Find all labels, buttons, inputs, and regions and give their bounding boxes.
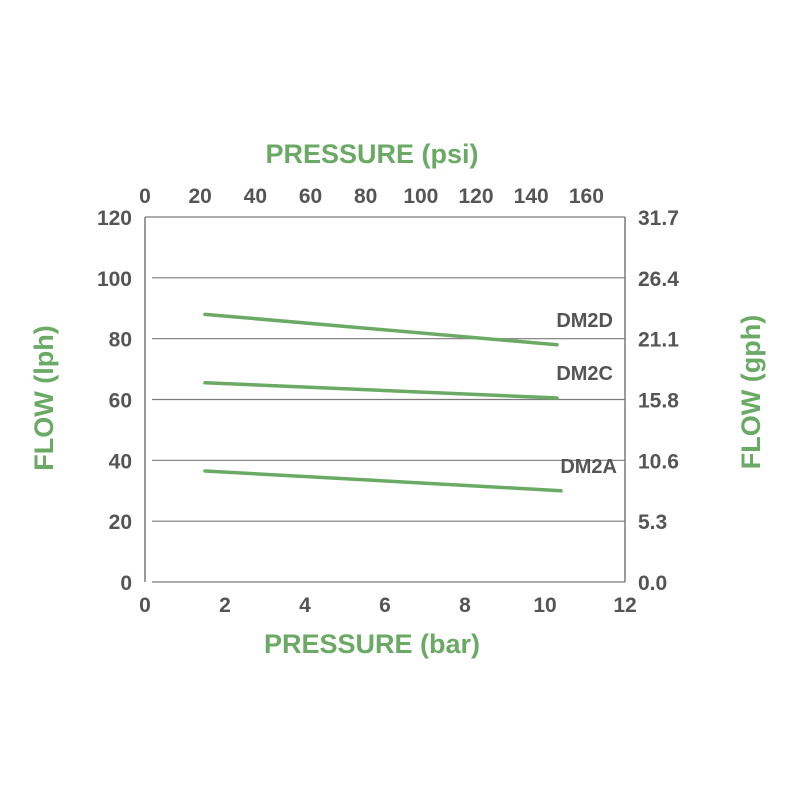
right-axis-title: FLOW (gph) [736,315,766,469]
top-tick-label: 100 [403,185,438,208]
series-lines: DM2D DM2C DM2A [203,310,617,493]
top-tick-label: 160 [569,185,604,208]
grid-lines [152,277,625,583]
series-label-dm2d: DM2D [556,310,613,332]
bottom-tick-label: 4 [299,594,311,617]
plot-frame [144,216,626,582]
top-tick-label: 20 [188,185,211,208]
right-tick-label: 10.6 [638,450,679,473]
top-tick-label: 120 [459,185,494,208]
bottom-tick-label: 10 [533,594,556,617]
series-line-dm2a [203,469,563,493]
bottom-tick-label: 12 [613,594,636,617]
left-tick-label: 0 [120,572,132,595]
series-line-dm2d [203,312,559,347]
top-axis-title: PRESSURE (psi) [265,139,478,169]
right-tick-label: 21.1 [638,329,679,352]
left-tick-label: 60 [109,390,132,413]
right-tick-label: 31.7 [638,207,679,230]
bottom-tick-label: 0 [139,594,151,617]
left-tick-label: 100 [97,268,132,291]
bottom-axis-title: PRESSURE (bar) [264,629,480,659]
top-tick-label: 0 [139,185,151,208]
top-tick-label: 140 [514,185,549,208]
top-tick-label: 80 [354,185,377,208]
right-tick-label: 5.3 [638,511,667,534]
tick-labels: 0204060801001200.05.310.615.821.126.431.… [97,185,679,617]
bottom-tick-label: 6 [379,594,391,617]
left-tick-label: 120 [97,207,132,230]
bottom-tick-label: 8 [459,594,471,617]
left-tick-label: 40 [109,450,132,473]
bottom-tick-label: 2 [219,594,231,617]
right-tick-label: 15.8 [638,390,679,413]
series-line-dm2c [203,381,559,400]
right-tick-label: 0.0 [638,572,667,595]
series-label-dm2c: DM2C [556,363,613,385]
top-tick-label: 60 [299,185,322,208]
right-tick-label: 26.4 [638,268,679,291]
left-tick-label: 80 [109,329,132,352]
left-tick-label: 20 [109,511,132,534]
series-label-dm2a: DM2A [560,456,617,478]
top-tick-label: 40 [244,185,267,208]
left-axis-title: FLOW (lph) [29,325,59,470]
